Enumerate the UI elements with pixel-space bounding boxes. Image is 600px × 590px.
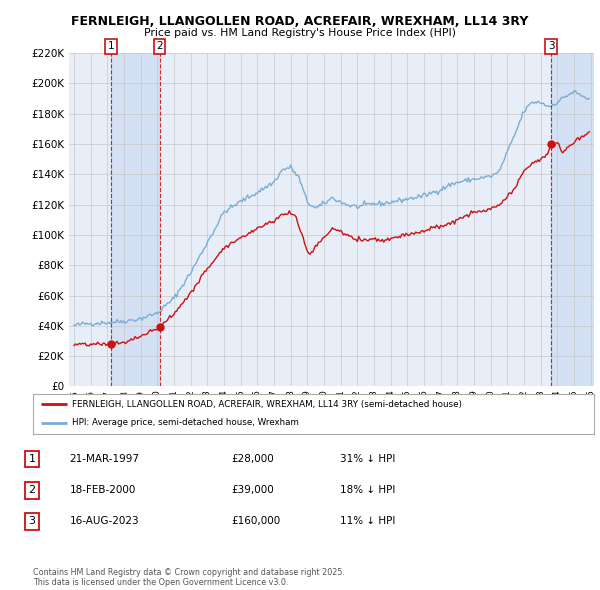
Text: HPI: Average price, semi-detached house, Wrexham: HPI: Average price, semi-detached house,… (72, 418, 299, 427)
Text: 1: 1 (107, 41, 115, 51)
Text: 16-AUG-2023: 16-AUG-2023 (70, 516, 139, 526)
Text: 18% ↓ HPI: 18% ↓ HPI (340, 485, 395, 495)
Text: £28,000: £28,000 (231, 454, 274, 464)
Text: £39,000: £39,000 (231, 485, 274, 495)
Text: Contains HM Land Registry data © Crown copyright and database right 2025.
This d: Contains HM Land Registry data © Crown c… (33, 568, 345, 587)
Text: £160,000: £160,000 (231, 516, 280, 526)
Text: 31% ↓ HPI: 31% ↓ HPI (340, 454, 395, 464)
Text: 11% ↓ HPI: 11% ↓ HPI (340, 516, 395, 526)
Text: 3: 3 (29, 516, 35, 526)
Text: Price paid vs. HM Land Registry's House Price Index (HPI): Price paid vs. HM Land Registry's House … (144, 28, 456, 38)
Text: 18-FEB-2000: 18-FEB-2000 (70, 485, 136, 495)
Text: 3: 3 (548, 41, 554, 51)
Text: 2: 2 (29, 485, 36, 495)
Bar (551, 53, 594, 386)
Text: FERNLEIGH, LLANGOLLEN ROAD, ACREFAIR, WREXHAM, LL14 3RY: FERNLEIGH, LLANGOLLEN ROAD, ACREFAIR, WR… (71, 15, 529, 28)
Text: FERNLEIGH, LLANGOLLEN ROAD, ACREFAIR, WREXHAM, LL14 3RY (semi-detached house): FERNLEIGH, LLANGOLLEN ROAD, ACREFAIR, WR… (72, 400, 462, 409)
Bar (111, 53, 160, 386)
Text: 2: 2 (156, 41, 163, 51)
Text: 1: 1 (29, 454, 35, 464)
Text: 21-MAR-1997: 21-MAR-1997 (70, 454, 140, 464)
